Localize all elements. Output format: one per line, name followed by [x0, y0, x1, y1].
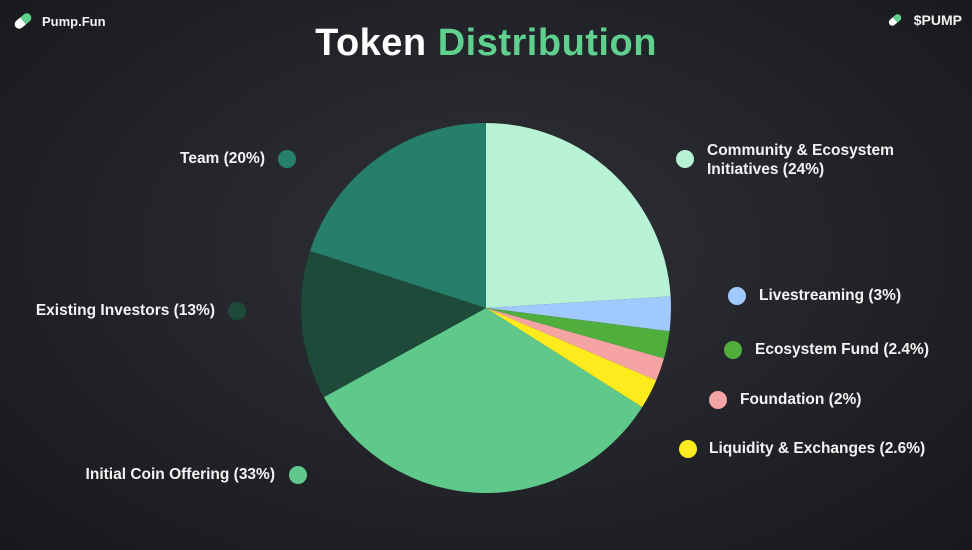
slice-label-community-ecosystem-initiatives: Community & Ecosystem Initiatives (24%) — [707, 142, 894, 178]
ticker-label: $PUMP — [913, 12, 962, 28]
pie-slice-foundation — [486, 308, 664, 381]
legend-dot-livestreaming — [728, 287, 746, 305]
pie-slice-team — [310, 122, 486, 308]
pie-slice-existing-investors — [300, 250, 486, 398]
slice-label-initial-coin-offering: Initial Coin Offering (33%) — [85, 466, 275, 483]
legend-dot-team — [278, 150, 296, 168]
page-title: Token Distribution — [0, 22, 972, 65]
legend-dot-ecosystem-fund — [724, 341, 742, 359]
legend-dot-foundation — [709, 391, 727, 409]
title-main: Token — [315, 22, 427, 64]
slice-label-existing-investors: Existing Investors (13%) — [35, 302, 215, 319]
brand-label: Pump.Fun — [42, 13, 106, 29]
legend-dot-community-ecosystem-initiatives — [676, 150, 694, 168]
ticker: $PUMP — [886, 11, 962, 29]
slice-label-livestreaming: Livestreaming (3%) — [759, 287, 902, 304]
pie-slice-ecosystem-fund — [486, 308, 670, 359]
pie-slice-community-ecosystem-initiatives — [486, 123, 671, 308]
pie-slice-initial-coin-offering — [323, 308, 643, 494]
brand: Pump.Fun — [10, 8, 106, 34]
title-accent: Distribution — [437, 22, 657, 64]
pill-icon — [13, 12, 33, 30]
pill-icon — [888, 14, 901, 26]
pie-slice-livestreaming — [486, 296, 671, 332]
slice-label-ecosystem-fund: Ecosystem Fund (2.4%) — [755, 341, 929, 358]
slice-label-liquidity-exchanges: Liquidity & Exchanges (2.6%) — [709, 440, 926, 457]
slice-label-foundation: Foundation (2%) — [740, 391, 862, 408]
pie-slice-liquidity-exchanges — [486, 308, 657, 408]
legend-dot-liquidity-exchanges — [679, 440, 697, 458]
slice-label-team: Team (20%) — [180, 150, 265, 167]
legend-dot-existing-investors — [228, 302, 246, 320]
legend-dot-initial-coin-offering — [289, 466, 307, 484]
